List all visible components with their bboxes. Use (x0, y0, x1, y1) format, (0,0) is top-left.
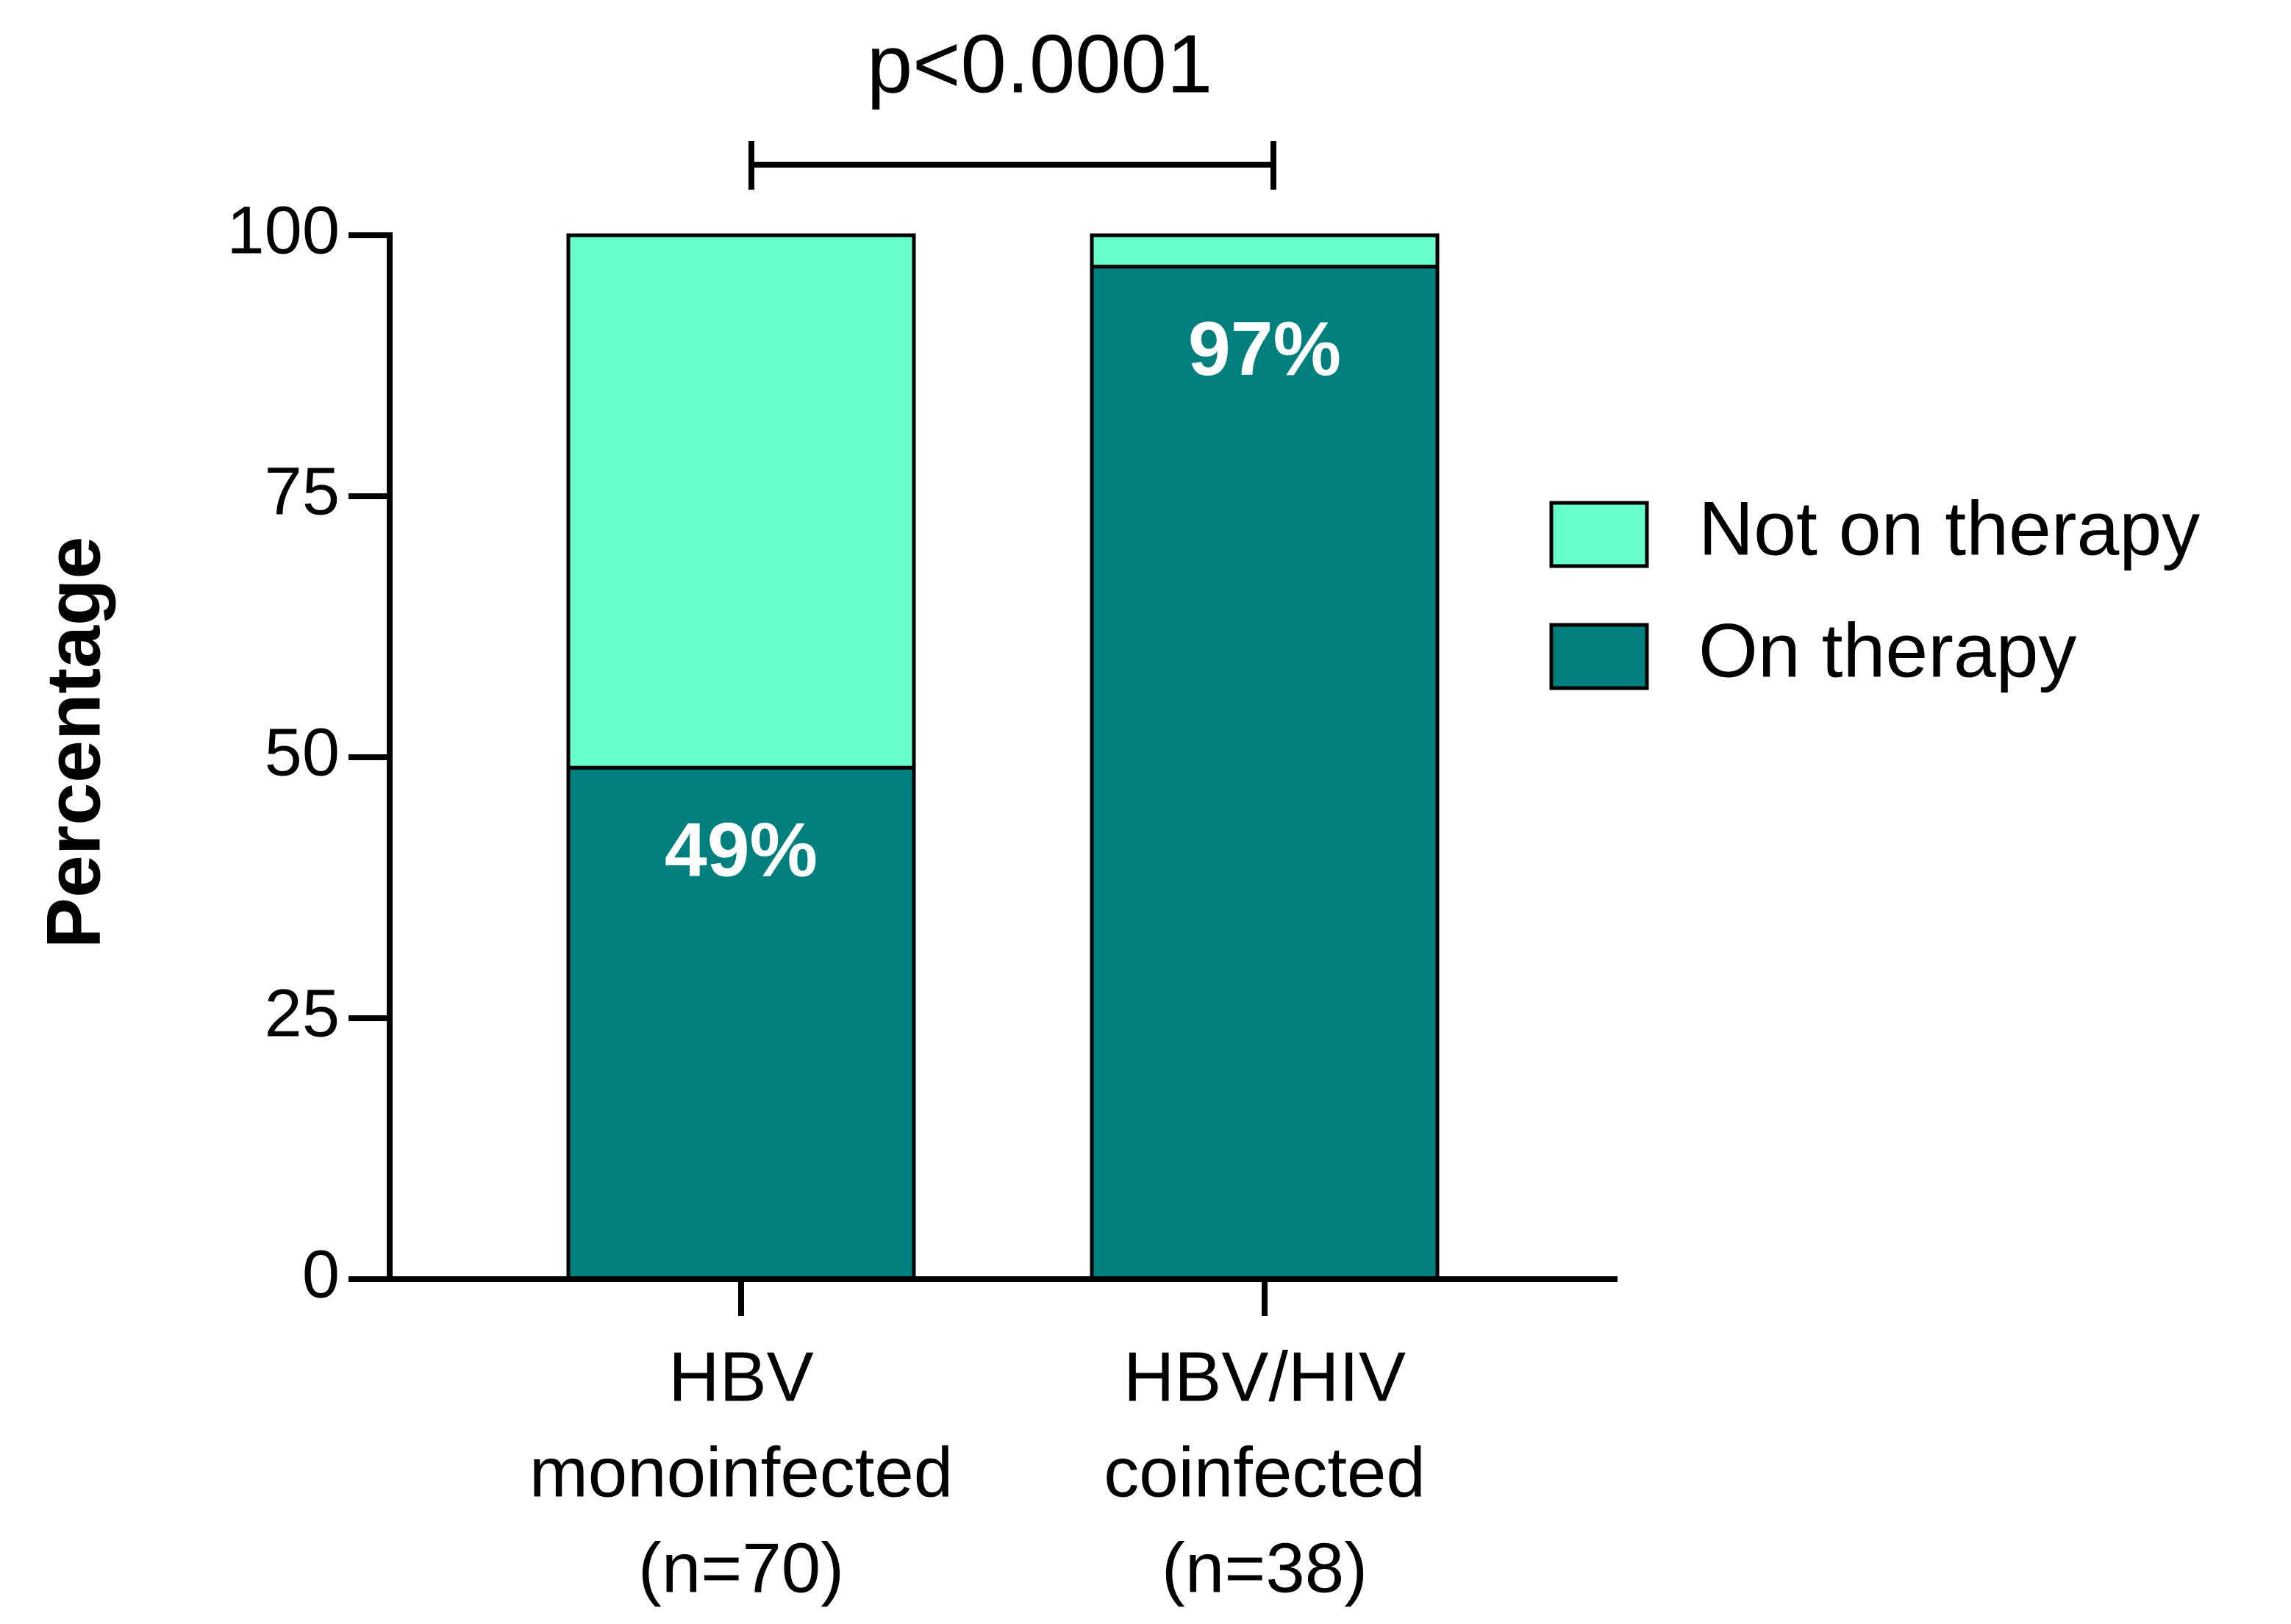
bar-segment (566, 233, 916, 770)
bar-segment (1090, 265, 1440, 1281)
x-tick-label: (n=70) (638, 1528, 844, 1607)
bar-segment (1090, 233, 1440, 269)
legend-label: Not on therapy (1698, 486, 2200, 571)
y-tick-label: 25 (265, 976, 340, 1051)
significance-bracket (748, 141, 1276, 190)
significance-label: p<0.0001 (867, 18, 1212, 110)
x-tick-label: monoinfected (529, 1433, 953, 1512)
y-tick-label: 0 (302, 1237, 340, 1312)
legend-swatch (1549, 623, 1649, 690)
x-tick-label: HBV (668, 1337, 813, 1416)
value-label: 49% (665, 808, 818, 893)
x-tick-label: coinfected (1104, 1433, 1426, 1512)
value-label: 97% (1188, 307, 1341, 392)
y-axis-label: Percentage (31, 537, 116, 949)
x-tick-label: HBV/HIV (1123, 1337, 1406, 1416)
legend-label: On therapy (1698, 608, 2077, 693)
legend-swatch (1549, 501, 1649, 568)
y-tick-label: 75 (265, 454, 340, 529)
x-tick-label: (n=38) (1162, 1528, 1368, 1607)
y-tick-label: 50 (265, 715, 340, 790)
bar-segment (566, 765, 916, 1281)
y-tick-label: 100 (227, 193, 340, 268)
